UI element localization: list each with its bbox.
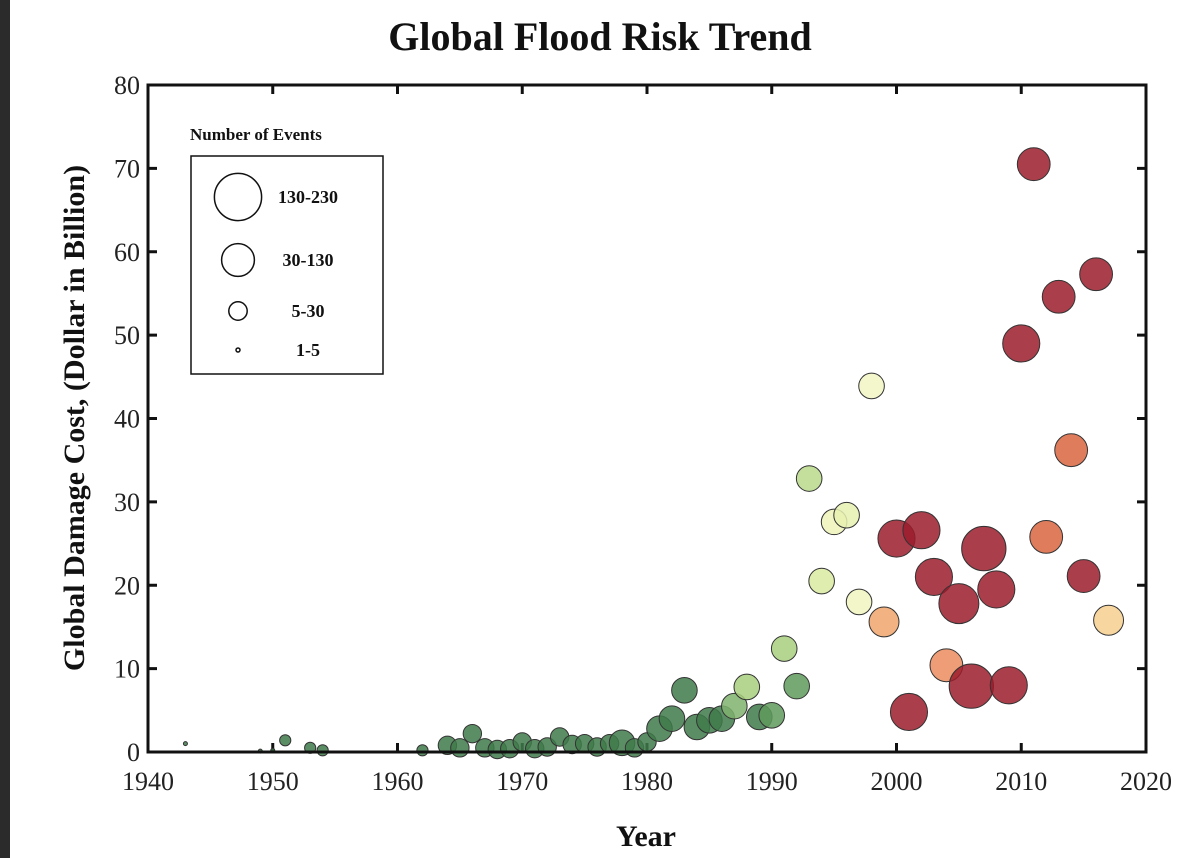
x-tick-label: 2010 [995,767,1047,796]
data-point [450,738,470,758]
x-tick-label: 2020 [1120,767,1172,796]
data-point [1041,279,1076,314]
size-legend: Number of Events 130-230 30-130 5-30 1-5 [190,125,384,375]
legend-marker [213,172,263,222]
chart-title: Global Flood Risk Trend [388,14,811,59]
data-point [671,677,698,704]
x-tick-label: 1980 [621,767,673,796]
x-tick-label: 1940 [122,767,174,796]
x-tick-label: 1970 [496,767,548,796]
data-point [989,666,1028,705]
data-point [868,606,900,638]
y-tick-label: 20 [114,571,140,600]
data-point [1016,147,1051,182]
data-point [658,705,686,732]
x-tick-label: 1990 [746,767,798,796]
data-point [795,465,823,492]
data-point [758,702,786,729]
x-axis-label: Year [616,820,676,853]
legend-label: 130-230 [278,187,338,207]
data-point [1079,257,1113,292]
y-tick-label: 60 [114,238,140,267]
data-point [977,570,1016,609]
y-axis-label: Global Damage Cost, (Dollar in Billion) [58,165,91,671]
data-point [889,692,929,732]
x-tick-label: 1950 [247,767,299,796]
x-tick-label: 2000 [871,767,923,796]
data-point [462,723,483,744]
data-point [783,672,811,700]
legend-marker [228,301,248,321]
x-tick-label: 1960 [372,767,424,796]
data-point [948,663,995,709]
data-point [1054,433,1089,468]
tick-layer: 1940 1950 1960 1970 1980 1990 2000 2010 2020 0 10 2… [114,71,1172,796]
y-tick-label: 70 [114,154,140,183]
plot-frame [146,83,1148,754]
data-point [808,567,835,595]
chart-canvas: Global Flood Risk Trend Global Damage Co… [10,0,1183,858]
data-point [845,588,873,616]
legend-marker [220,242,256,278]
y-tick-label: 40 [114,405,140,434]
y-tick-label: 0 [127,738,140,767]
data-point [416,744,429,757]
data-points [182,147,1125,760]
data-point [721,692,748,720]
data-point [1066,559,1101,593]
legend-label: 30-130 [283,250,334,270]
data-point [733,673,761,701]
y-tick-label: 10 [114,655,140,684]
legend-label: 1-5 [296,340,320,360]
data-point [770,635,798,662]
data-point [279,734,292,747]
data-point [1093,604,1125,636]
y-tick-label: 50 [114,321,140,350]
legend-label: 5-30 [292,301,325,321]
data-point [902,511,941,550]
y-tick-label: 80 [114,71,140,100]
data-point [1029,519,1064,554]
legend-title: Number of Events [190,125,322,144]
y-tick-label: 30 [114,488,140,517]
legend-marker [235,347,241,353]
data-point [316,744,329,757]
data-point [833,501,860,529]
scatter-chart: Global Flood Risk Trend Global Damage Co… [58,14,1172,853]
data-point [961,525,1007,572]
data-point [858,372,885,400]
data-point [914,557,953,596]
data-point [938,583,980,625]
data-point [1002,324,1041,363]
data-point [182,741,188,747]
